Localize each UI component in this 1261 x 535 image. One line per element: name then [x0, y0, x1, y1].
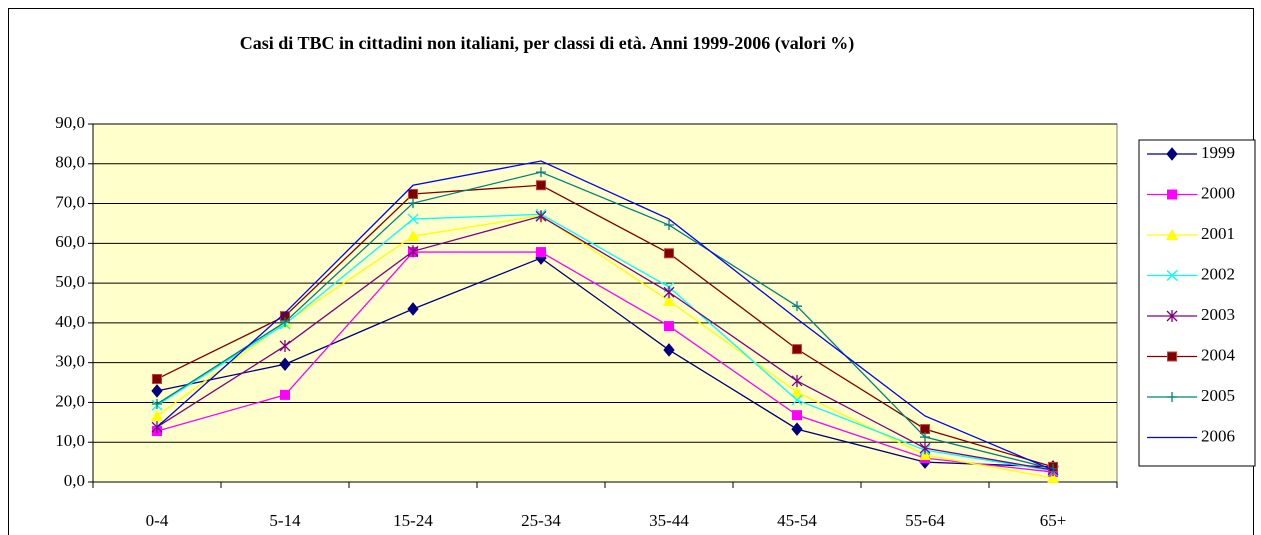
x-tick-label: 5-14: [269, 511, 301, 530]
y-tick-label: 80,0: [55, 153, 85, 172]
point-marker: [535, 210, 547, 223]
point-marker: [279, 357, 291, 372]
legend-label: 2003: [1201, 305, 1235, 324]
legend-label: 2001: [1201, 224, 1235, 243]
point-marker: [791, 386, 803, 398]
point-marker: [663, 295, 675, 307]
point-marker: [920, 432, 930, 443]
point-marker: [280, 389, 290, 400]
x-tick-label: 55-64: [905, 511, 945, 530]
legend-label: 2004: [1201, 345, 1236, 364]
point-marker: [791, 422, 803, 436]
point-marker: [663, 343, 675, 357]
legend-marker: [1166, 310, 1178, 322]
point-marker: [792, 344, 802, 355]
point-marker: [1047, 472, 1059, 484]
series-line: [156, 215, 1054, 471]
legend-label: 2002: [1201, 264, 1235, 283]
point-marker: [791, 374, 803, 387]
legend-marker: [1167, 392, 1177, 402]
legend-marker: [1167, 189, 1177, 200]
y-tick-label: 20,0: [55, 391, 85, 410]
plot-area: [92, 123, 1118, 483]
x-tick-label: 45-54: [777, 511, 817, 530]
series-line: [156, 251, 1054, 473]
legend-marker: [1166, 147, 1178, 161]
y-tick-label: 30,0: [55, 352, 85, 371]
x-tick-label: 0-4: [146, 511, 169, 530]
point-marker: [407, 245, 419, 258]
point-marker: [791, 394, 803, 406]
legend-marker: [1166, 270, 1178, 281]
legend-label: 2000: [1201, 183, 1235, 202]
y-tick-label: 0,0: [64, 471, 85, 490]
x-tick-label: 15-24: [393, 511, 433, 530]
series-line: [156, 257, 1054, 468]
x-tick-label: 25-34: [521, 511, 561, 530]
point-marker: [408, 198, 418, 209]
series-line: [156, 213, 1054, 472]
y-tick-label: 60,0: [55, 232, 85, 251]
point-marker: [536, 180, 546, 191]
series-line: [156, 160, 1054, 471]
x-tick-label: 35-44: [649, 511, 689, 530]
y-tick-label: 90,0: [55, 113, 85, 132]
point-marker: [407, 230, 419, 242]
legend-marker: [1167, 351, 1177, 362]
chart-title: Casi di TBC in cittadini non italiani, p…: [240, 33, 854, 54]
point-marker: [664, 220, 674, 231]
point-marker: [792, 410, 802, 421]
point-marker: [152, 373, 162, 384]
point-marker: [792, 301, 802, 312]
legend-label: 2005: [1201, 386, 1235, 405]
point-marker: [280, 317, 290, 328]
point-marker: [408, 189, 418, 200]
point-marker: [664, 248, 674, 259]
y-tick-label: 10,0: [55, 431, 85, 450]
series-line: [156, 171, 1054, 470]
point-marker: [919, 442, 931, 455]
point-marker: [664, 321, 674, 332]
y-tick-label: 50,0: [55, 272, 85, 291]
x-tick-label: 65+: [1040, 511, 1067, 530]
legend-marker: [1166, 229, 1178, 240]
point-marker: [279, 339, 291, 352]
point-marker: [151, 384, 163, 398]
point-marker: [151, 409, 163, 421]
series-line: [156, 214, 1054, 479]
point-marker: [663, 286, 675, 299]
y-tick-label: 40,0: [55, 312, 85, 331]
y-tick-label: 70,0: [55, 192, 85, 211]
point-marker: [152, 399, 162, 410]
point-marker: [536, 167, 546, 178]
point-marker: [407, 213, 419, 225]
point-marker: [407, 302, 419, 316]
point-marker: [536, 247, 546, 258]
legend-label: 2006: [1201, 426, 1235, 445]
legend-box: [1138, 139, 1256, 467]
legend-label: 1999: [1201, 143, 1235, 162]
point-marker: [919, 448, 931, 460]
